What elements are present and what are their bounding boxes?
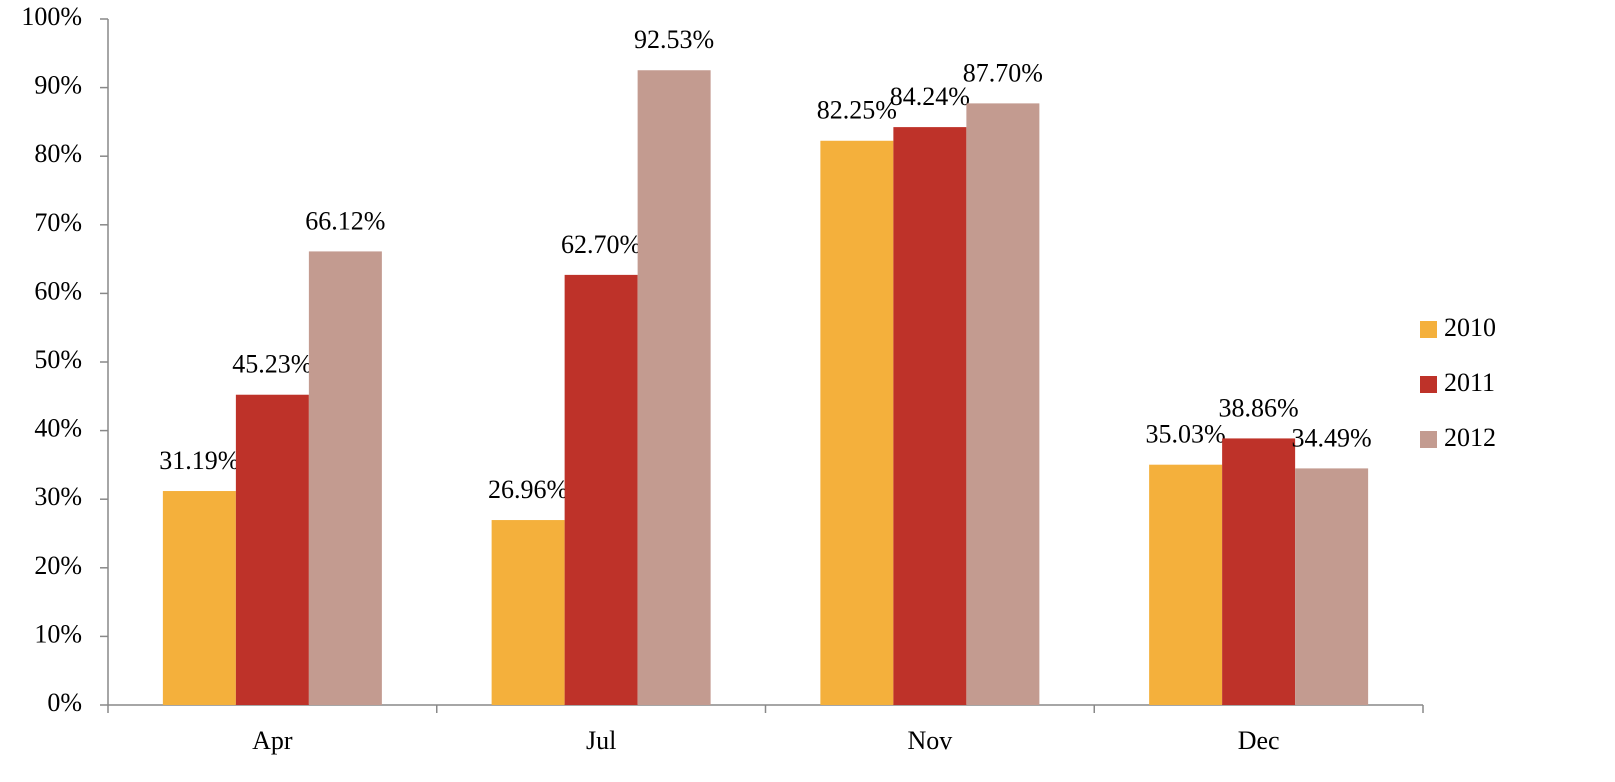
legend-label: 2010 xyxy=(1444,313,1496,342)
value-label: 66.12% xyxy=(305,206,385,235)
bar xyxy=(637,70,711,705)
legend-label: 2011 xyxy=(1444,368,1495,397)
value-label: 34.49% xyxy=(1292,423,1372,452)
y-tick-label: 100% xyxy=(21,2,82,31)
bar xyxy=(308,251,382,705)
value-label: 31.19% xyxy=(159,446,239,475)
y-tick-label: 40% xyxy=(34,414,82,443)
bar xyxy=(564,274,638,705)
value-label: 45.23% xyxy=(232,350,312,379)
y-tick-label: 50% xyxy=(34,345,82,374)
value-label: 82.25% xyxy=(817,96,897,125)
value-label: 38.86% xyxy=(1219,393,1299,422)
value-label: 26.96% xyxy=(488,475,568,504)
bar xyxy=(235,394,309,705)
bar xyxy=(966,103,1040,706)
bar xyxy=(162,491,236,705)
value-label: 87.70% xyxy=(963,58,1043,87)
legend-swatch xyxy=(1420,321,1437,338)
bar xyxy=(820,140,894,705)
bar xyxy=(1295,468,1369,705)
value-label: 35.03% xyxy=(1146,420,1226,449)
bar xyxy=(1149,464,1223,705)
y-tick-label: 80% xyxy=(34,139,82,168)
y-tick-label: 90% xyxy=(34,71,82,100)
bar xyxy=(491,520,565,705)
value-label: 84.24% xyxy=(890,82,970,111)
x-tick-label: Jul xyxy=(586,726,616,755)
x-tick-label: Nov xyxy=(907,726,952,755)
x-tick-label: Dec xyxy=(1238,726,1280,755)
y-tick-label: 0% xyxy=(47,688,82,717)
value-label: 62.70% xyxy=(561,230,641,259)
bar xyxy=(893,127,967,706)
legend-label: 2012 xyxy=(1444,423,1496,452)
value-label: 92.53% xyxy=(634,25,714,54)
y-tick-label: 30% xyxy=(34,482,82,511)
legend-swatch xyxy=(1420,431,1437,448)
x-tick-label: Apr xyxy=(252,726,293,755)
y-tick-label: 60% xyxy=(34,276,82,305)
bar xyxy=(1222,438,1296,705)
legend-swatch xyxy=(1420,376,1437,393)
y-tick-label: 10% xyxy=(34,619,82,648)
y-tick-label: 20% xyxy=(34,551,82,580)
y-tick-label: 70% xyxy=(34,208,82,237)
